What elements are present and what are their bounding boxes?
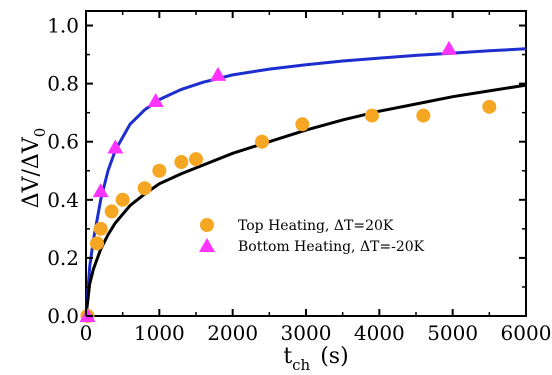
data-point-circle-9 [255,134,269,149]
x-axis-title: tch (s) [283,344,348,374]
data-point-circle-12 [416,108,431,123]
x-tick-label: 6000 [501,321,552,345]
y-tick-label: 0.0 [47,304,79,328]
x-axis-title-main: t [283,344,292,369]
y-axis-title: ΔV/ΔV0 [19,128,49,209]
data-point-triangle-3 [147,93,164,108]
plot-frame [85,10,527,317]
data-point-circle-13 [482,99,497,114]
data-point-circle-7 [174,155,189,170]
y-axis-title-main: ΔV/ΔV [19,136,44,208]
fit-curve-0 [84,47,527,317]
data-point-triangle-1 [92,183,109,198]
data-point-circle-2 [93,221,108,236]
x-axis-title-sub: ch [292,356,310,374]
y-tick-label: 0.6 [47,130,79,154]
data-point-circle-11 [365,108,379,123]
data-point-triangle-5 [441,40,457,55]
y-tick-label: 0.8 [47,72,79,96]
data-markers [79,40,497,323]
legend-marker-bottom-heating [199,238,215,252]
x-tick-label: 0 [80,321,93,345]
fit-curves [84,47,527,317]
x-tick-label: 3000 [281,321,332,345]
y-axis-title-sub: 0 [31,128,49,138]
data-point-circle-6 [152,163,167,178]
data-point-circle-1 [90,236,104,251]
x-axis-title-unit: (s) [320,344,348,369]
x-tick-label: 1000 [134,321,185,345]
y-tick-label: 1.0 [47,14,79,38]
y-tick-label: 0.4 [47,188,79,212]
data-point-circle-8 [189,152,203,167]
data-point-circle-3 [104,204,119,219]
data-point-triangle-2 [107,139,124,154]
data-point-circle-4 [115,192,130,207]
x-tick-label: 5000 [427,321,478,345]
y-tick-label: 0.2 [47,246,79,270]
data-point-triangle-4 [210,66,226,81]
legend-marker-top-heating [200,218,214,232]
legend: Top Heating, ΔT=20K Bottom Heating, ΔT=-… [199,218,425,255]
axis-ticks: 0 1000 2000 3000 4000 5000 6000 0.0 0.2 0.4 0.6 0.8… [47,11,551,345]
legend-label-bottom-heating: Bottom Heating, ΔT=-20K [238,239,425,255]
data-point-circle-5 [137,181,152,196]
legend-label-top-heating: Top Heating, ΔT=20K [238,218,394,234]
x-tick-label: 4000 [354,321,405,345]
x-tick-label: 2000 [207,321,258,345]
data-point-circle-10 [295,117,310,132]
svg-text:ΔV/ΔV0: ΔV/ΔV0 [19,128,49,209]
